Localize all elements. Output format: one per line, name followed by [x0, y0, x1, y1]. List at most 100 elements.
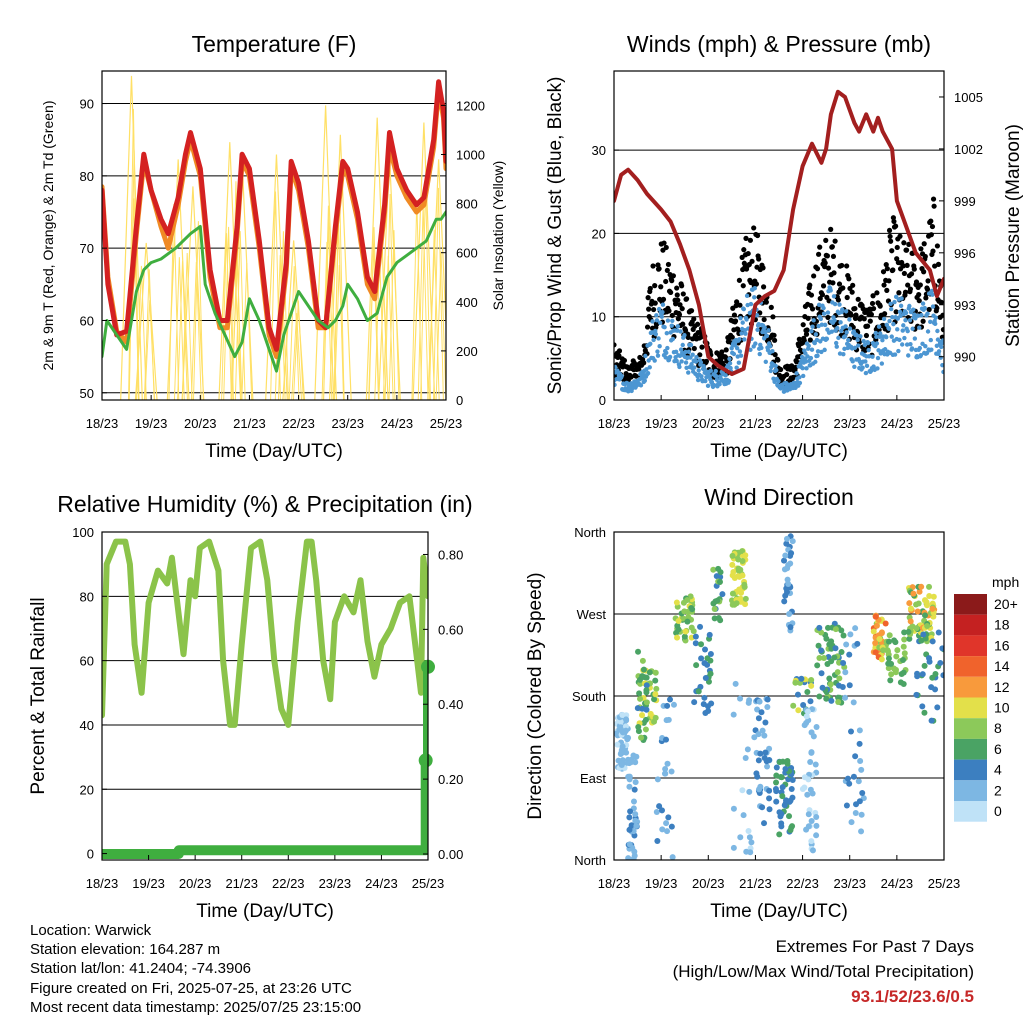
wind-point	[825, 310, 831, 315]
direction-point	[635, 648, 642, 655]
gust-point	[922, 253, 928, 260]
wind-point	[889, 334, 894, 339]
direction-point	[920, 631, 927, 638]
legend-swatch	[954, 635, 987, 657]
y2-tick-label: 200	[456, 344, 478, 359]
wind-point	[829, 329, 834, 334]
direction-point	[711, 605, 718, 612]
wind-point	[929, 288, 935, 294]
wind-point	[863, 370, 869, 376]
direction-point	[781, 802, 788, 809]
direction-point	[746, 834, 753, 841]
solar-spike	[435, 251, 446, 400]
wind-point	[896, 348, 901, 354]
wind-point	[728, 365, 733, 371]
x-tick-label: 24/23	[381, 416, 414, 431]
direction-point	[914, 673, 921, 680]
direction-point	[782, 552, 789, 559]
wind-point	[926, 291, 932, 296]
direction-point	[842, 694, 849, 701]
gust-point	[669, 277, 675, 284]
gust-point	[853, 312, 859, 318]
direction-point	[682, 628, 689, 635]
gust-point	[756, 256, 762, 262]
gust-point	[924, 286, 931, 292]
wind-point	[683, 360, 689, 365]
direction-point	[929, 605, 936, 612]
direction-point	[812, 761, 819, 768]
direction-point	[858, 811, 865, 818]
direction-point	[926, 593, 933, 600]
wind-point	[682, 332, 687, 338]
gust-point	[877, 303, 883, 309]
gust-point	[644, 324, 651, 330]
direction-point	[744, 746, 751, 753]
wind-point	[899, 296, 904, 301]
direction-point	[848, 819, 855, 826]
gust-point	[699, 344, 705, 350]
plot-area	[102, 75, 446, 400]
x-tick-label: 18/23	[86, 416, 119, 431]
wind-point	[735, 345, 740, 351]
series-line	[102, 210, 446, 373]
wind-point	[858, 334, 863, 339]
wind-point	[832, 318, 837, 323]
wind-point	[766, 328, 771, 333]
direction-point	[801, 774, 808, 781]
direction-point	[732, 680, 739, 687]
wind-point	[928, 319, 933, 325]
gust-point	[616, 348, 623, 354]
x-tick-label: 25/23	[430, 416, 463, 431]
direction-point	[653, 808, 660, 815]
wind-point	[815, 349, 821, 354]
gust-point	[680, 321, 686, 327]
direction-point	[675, 617, 682, 624]
wind-point	[903, 310, 909, 316]
direction-point	[737, 834, 744, 841]
direction-point	[886, 632, 893, 639]
direction-point	[698, 641, 705, 648]
direction-point	[808, 682, 815, 689]
y-tick-label: 40	[80, 718, 94, 733]
direction-point	[878, 630, 885, 637]
wind-point	[939, 344, 944, 350]
legend-swatch	[954, 614, 987, 636]
wind-point	[804, 366, 809, 371]
gust-point	[736, 277, 743, 283]
direction-point	[932, 671, 939, 678]
gust-point	[835, 297, 842, 303]
gust-point	[747, 237, 754, 243]
wind-point	[803, 351, 808, 356]
gust-point	[916, 298, 922, 304]
wind-point	[861, 338, 866, 344]
wind-point	[893, 294, 899, 300]
direction-point	[898, 670, 905, 677]
direction-point	[681, 608, 688, 615]
gust-point	[740, 283, 746, 289]
direction-point	[716, 578, 723, 585]
direction-point	[813, 813, 820, 820]
direction-point	[850, 699, 857, 706]
x-tick-label: 21/23	[233, 416, 266, 431]
direction-point	[850, 773, 857, 780]
wind-point	[813, 332, 819, 337]
direction-point	[730, 569, 737, 576]
wind-point	[874, 341, 880, 346]
direction-point	[668, 768, 675, 775]
gust-point	[863, 332, 870, 339]
wind-point	[835, 325, 840, 331]
wind-point	[888, 301, 893, 307]
chart-title: Temperature (F)	[192, 31, 357, 57]
legend-swatch	[954, 697, 987, 719]
gust-point	[832, 238, 838, 244]
gust-point	[921, 241, 927, 247]
direction-point	[758, 709, 765, 716]
direction-point	[737, 695, 744, 702]
gust-point	[660, 296, 667, 302]
wind-point	[855, 337, 860, 343]
wind-point	[905, 328, 910, 334]
wind-point	[642, 378, 647, 383]
direction-point	[640, 666, 647, 673]
direction-point	[762, 719, 769, 726]
wind-point	[822, 347, 827, 353]
